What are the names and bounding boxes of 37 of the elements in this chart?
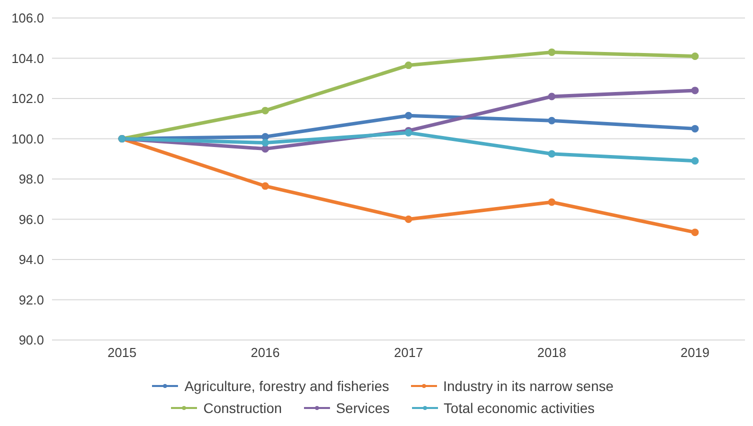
y-tick-label: 104.0	[11, 50, 44, 66]
point	[548, 48, 556, 56]
point	[548, 198, 556, 206]
point	[404, 216, 412, 223]
point	[691, 228, 699, 236]
y-tick-label: 100.0	[11, 131, 44, 146]
point	[262, 132, 269, 140]
point	[404, 112, 412, 120]
x-tick-label: 2017	[394, 345, 423, 360]
x-tick-label: 2015	[108, 345, 136, 360]
point	[262, 106, 269, 114]
legend-label: Services	[336, 399, 390, 418]
legend-label: Total economic activities	[444, 399, 595, 418]
point	[548, 92, 556, 100]
point	[262, 145, 269, 153]
y-tick-label: 90.0	[18, 332, 44, 348]
point	[404, 62, 412, 70]
legend-label: Construction	[203, 399, 282, 418]
y-tick-label: 102.0	[11, 91, 44, 106]
point	[262, 139, 269, 147]
x-tick-label: 2016	[250, 345, 280, 360]
point	[548, 150, 556, 158]
point	[691, 124, 699, 132]
point	[691, 86, 699, 94]
y-tick-label: 106.0	[11, 10, 44, 26]
x-tick-label: 2018	[537, 345, 566, 360]
legend-label: Agriculture, forestry and fisheries	[184, 377, 390, 396]
y-tick-label: 98.0	[18, 172, 44, 187]
point	[548, 116, 556, 124]
point	[262, 182, 269, 190]
x-tick-label: 2019	[680, 345, 710, 360]
y-tick-label: 94.0	[18, 252, 44, 268]
y-tick-label: 96.0	[18, 212, 44, 227]
legend-label: Industry in its narrow sense	[443, 377, 614, 396]
point	[691, 52, 699, 60]
y-tick-label: 92.0	[18, 292, 44, 308]
point	[691, 157, 699, 165]
